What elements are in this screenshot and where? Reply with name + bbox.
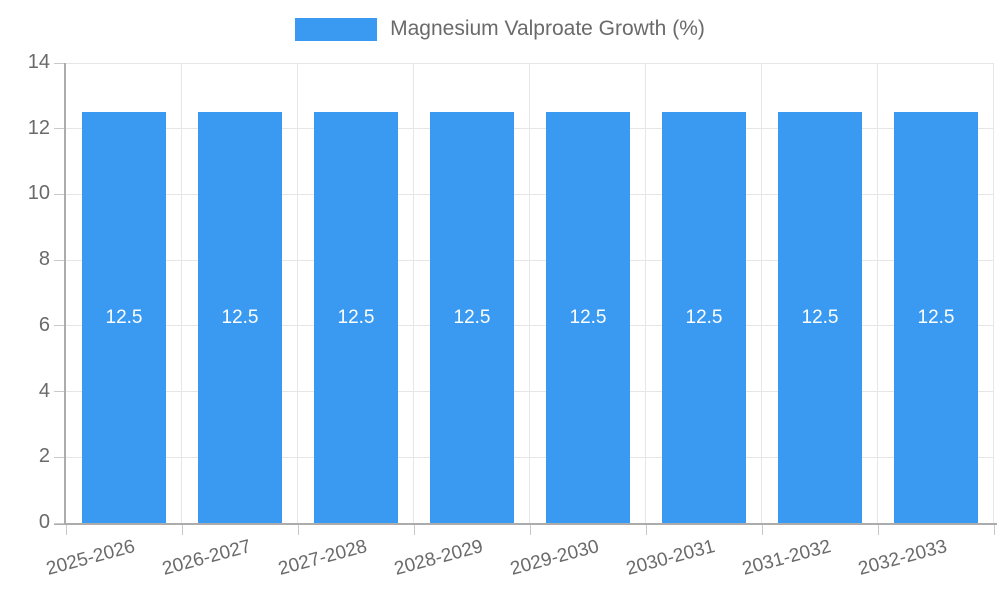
bar-value-label: 12.5: [917, 306, 955, 328]
x-tick-mark: [529, 525, 531, 535]
legend-color-swatch: [295, 17, 378, 41]
x-tick-label: 2027-2028: [276, 536, 370, 580]
x-tick-mark: [761, 525, 763, 535]
y-tick-label: 0: [38, 511, 50, 534]
bar-value-label: 12.5: [569, 306, 607, 328]
x-tick-mark: [413, 525, 415, 535]
bar-value-label: 12.5: [453, 306, 491, 328]
y-tick-mark: [54, 456, 64, 458]
x-tick-label: 2032-2033: [856, 536, 950, 580]
y-tick-label: 2: [38, 445, 50, 468]
y-tick-mark: [54, 62, 64, 64]
y-tick-label: 10: [27, 182, 50, 205]
x-tick-label: 2030-2031: [624, 536, 718, 580]
y-tick-mark: [54, 522, 64, 524]
bar: 12.5: [662, 112, 746, 523]
x-grid-line: [761, 63, 762, 523]
chart-legend: Magnesium Valproate Growth (%): [0, 17, 1000, 41]
y-tick-label: 8: [38, 248, 50, 271]
y-tick-mark: [54, 259, 64, 261]
x-axis-line: [54, 523, 997, 525]
bar: 12.5: [314, 112, 398, 523]
x-tick-mark: [65, 525, 67, 535]
x-grid-line: [413, 63, 414, 523]
y-grid-line: [66, 128, 994, 130]
y-tick-mark: [54, 193, 64, 195]
y-tick-mark: [54, 128, 64, 130]
y-grid-line: [66, 456, 994, 458]
y-grid-line: [66, 391, 994, 393]
bar: 12.5: [546, 112, 630, 523]
x-grid-line: [297, 63, 298, 523]
bar: 12.5: [894, 112, 978, 523]
x-grid-line: [645, 63, 646, 523]
x-tick-mark: [877, 525, 879, 535]
x-grid-line: [993, 63, 994, 523]
x-tick-mark: [181, 525, 183, 535]
bar: 12.5: [198, 112, 282, 523]
y-tick-mark: [54, 325, 64, 327]
y-tick-mark: [54, 391, 64, 393]
x-tick-label: 2026-2027: [160, 536, 254, 580]
x-tick-label: 2029-2030: [508, 536, 602, 580]
y-tick-label: 6: [38, 313, 50, 336]
x-tick-label: 2025-2026: [44, 536, 138, 580]
y-grid-line: [66, 193, 994, 195]
y-grid-line: [66, 62, 994, 64]
x-tick-mark: [993, 525, 995, 535]
x-grid-line: [181, 63, 182, 523]
x-tick-label: 2028-2029: [392, 536, 486, 580]
x-tick-mark: [297, 525, 299, 535]
bar-value-label: 12.5: [221, 306, 259, 328]
bar-value-label: 12.5: [801, 306, 839, 328]
y-grid-line: [66, 325, 994, 327]
bar-value-label: 12.5: [337, 306, 375, 328]
legend-item[interactable]: Magnesium Valproate Growth (%): [295, 17, 705, 41]
legend-label: Magnesium Valproate Growth (%): [390, 17, 705, 40]
bar: 12.5: [430, 112, 514, 523]
bar: 12.5: [82, 112, 166, 523]
bar: 12.5: [778, 112, 862, 523]
y-grid-line: [66, 259, 994, 261]
y-tick-label: 14: [27, 51, 50, 74]
plot-area: 0 2 4 6 8 10 12 14 12.5 2025-2026 12.5 2026-2027 12.…: [28, 51, 997, 580]
x-tick-mark: [645, 525, 647, 535]
x-grid-line: [529, 63, 530, 523]
y-axis-line: [64, 63, 66, 525]
y-tick-label: 4: [38, 379, 50, 402]
bar-value-label: 12.5: [685, 306, 723, 328]
y-tick-label: 12: [27, 116, 50, 139]
bar-value-label: 12.5: [105, 306, 143, 328]
x-grid-line: [877, 63, 878, 523]
x-tick-label: 2031-2032: [740, 536, 834, 580]
